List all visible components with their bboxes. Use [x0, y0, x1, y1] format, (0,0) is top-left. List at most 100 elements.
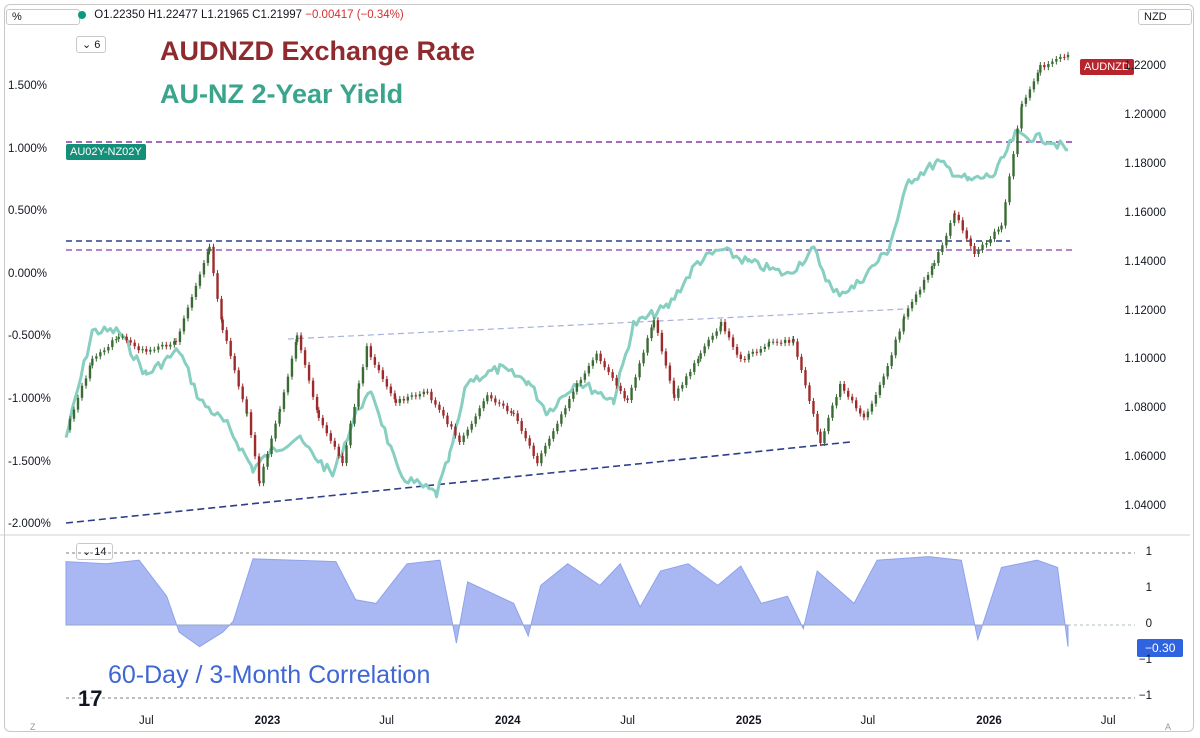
candle-body: [1032, 81, 1036, 90]
candle-body: [438, 404, 441, 410]
auto-scale-icon[interactable]: A: [1165, 722, 1172, 732]
candle-body: [262, 466, 265, 484]
correlation-tick-label: −1: [1138, 654, 1152, 666]
candle-body: [202, 262, 206, 275]
candle-body: [257, 456, 261, 481]
candle-body: [723, 321, 727, 332]
time-tick-label: Jul: [620, 715, 635, 727]
time-tick-label: Jul: [138, 715, 154, 727]
candle-body: [763, 346, 767, 350]
time-tick-label: 2026: [976, 715, 1002, 727]
candle-body: [117, 336, 120, 340]
candle-body: [149, 349, 152, 352]
candle-body: [1063, 56, 1066, 58]
candle-body: [747, 353, 751, 360]
candle-body: [329, 433, 333, 441]
candle-body: [194, 285, 198, 298]
candle-body: [1059, 56, 1062, 59]
candle-body: [693, 363, 696, 372]
time-tick-label: Jul: [1100, 715, 1116, 727]
correlation-area[interactable]: [65, 556, 1069, 648]
candle-body: [930, 266, 934, 275]
candle-body: [270, 438, 273, 454]
yield-tick-label: -1.500%: [8, 455, 51, 468]
candle-body: [311, 380, 315, 397]
candle-body: [532, 445, 535, 456]
rising-trendline: [65, 441, 851, 524]
currency-selector[interactable]: NZD: [1138, 9, 1192, 25]
candle-body: [470, 423, 473, 430]
candle-body: [739, 354, 743, 359]
candle-body: [80, 385, 84, 398]
candle-body: [1008, 176, 1011, 203]
candle-body: [615, 377, 618, 386]
candle-body: [402, 398, 406, 401]
zoom-icon[interactable]: Z: [30, 722, 36, 732]
indicator-toggle-sub[interactable]: ⌄ 14: [76, 543, 113, 560]
candle-body: [878, 384, 882, 395]
candle-body: [882, 376, 885, 385]
indicator-count: 6: [94, 39, 101, 51]
candle-body: [216, 273, 219, 299]
candle-body: [161, 344, 164, 347]
candle-body: [478, 408, 481, 417]
candle-body: [410, 395, 414, 397]
yield-spread-line[interactable]: [64, 129, 1069, 499]
price-tick-label: 1.18000: [1124, 157, 1166, 170]
candle-body: [321, 417, 325, 426]
candle-body: [524, 430, 527, 439]
candle-body: [498, 402, 501, 404]
candle-body: [945, 235, 948, 246]
candle-body: [137, 346, 140, 351]
candle-body: [607, 367, 610, 373]
candle-body: [642, 352, 645, 364]
candle-body: [767, 341, 771, 344]
yield-series: [64, 129, 1069, 499]
candle-body: [482, 401, 485, 409]
candle-body: [426, 391, 429, 393]
price-scale-label[interactable]: %: [6, 9, 80, 25]
candle-body: [494, 398, 497, 403]
candle-body: [540, 453, 543, 464]
candle-body: [422, 391, 426, 395]
candle-body: [88, 365, 92, 379]
candle-body: [707, 339, 710, 347]
candle-body: [1000, 225, 1003, 230]
candle-body: [361, 367, 365, 384]
candle-body: [107, 347, 110, 351]
candle-body: [751, 351, 755, 354]
candle-body: [699, 353, 702, 359]
candle-body: [182, 318, 186, 332]
candle-body: [831, 405, 834, 418]
candle-body: [290, 358, 294, 377]
correlation-tick-label: 1: [1145, 582, 1152, 594]
time-tick-label: 2025: [735, 715, 762, 727]
candle-body: [474, 416, 477, 424]
candle-body: [258, 480, 261, 484]
candle-body: [253, 435, 257, 457]
candle-body: [208, 246, 211, 252]
candle-body: [91, 358, 94, 366]
candle-body: [902, 316, 906, 319]
candle-body: [174, 341, 178, 343]
indicator-toggle-main[interactable]: ⌄ 6: [76, 36, 107, 53]
candle-body: [373, 357, 377, 365]
candle-body: [1039, 65, 1042, 73]
price-tick-label: 1.12000: [1124, 304, 1166, 317]
candle-body: [1020, 107, 1023, 129]
candle-body: [851, 396, 854, 401]
price-tick-label: 1.10000: [1124, 353, 1166, 366]
candle-body: [229, 340, 232, 357]
price-tick-label: 1.14000: [1124, 255, 1166, 268]
candle-body: [389, 386, 393, 394]
candle-body: [775, 341, 779, 343]
candle-body: [787, 339, 791, 343]
candle-body: [969, 238, 972, 247]
candle-body: [922, 279, 926, 290]
candle-body: [652, 320, 656, 328]
candle-body: [579, 379, 583, 384]
candle-body: [99, 352, 102, 357]
candle-body: [111, 340, 114, 348]
candle-body: [333, 440, 337, 447]
candle-body: [266, 453, 269, 467]
